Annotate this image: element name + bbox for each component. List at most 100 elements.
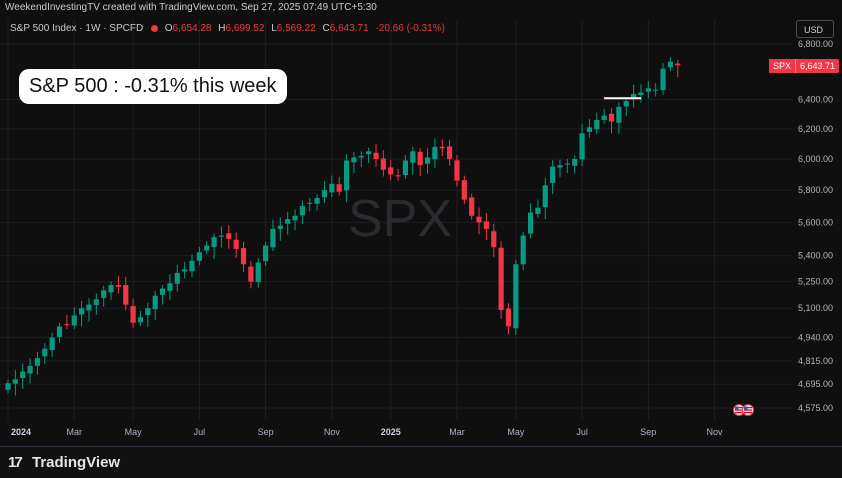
candle-body [292,215,298,221]
candle-body [336,184,342,192]
candle-body [653,89,659,91]
y-tick-label: 5,100.00 [798,303,833,313]
candle-body [505,308,512,327]
candle-body [255,262,261,283]
candle-body [123,285,129,305]
tradingview-mark-icon: 17 [8,454,23,471]
candle-body [189,260,195,272]
x-tick-label: Nov [707,427,724,437]
candle-body [483,221,489,229]
y-tick-label: 6,000.00 [798,154,833,164]
y-tick-label: 4,940.00 [798,333,833,343]
candle-body [101,290,107,298]
candle-body [182,269,188,272]
candle-body [218,235,225,237]
y-tick-label: 5,400.00 [798,251,833,261]
candle-body [424,157,431,164]
symbol-title[interactable]: S&P 500 Index · 1W · SPCFD [10,23,144,34]
candle-body [373,152,379,159]
candle-body [329,183,335,193]
candle-body [645,88,651,92]
price-tag-symbol: SPX [769,59,797,73]
y-tick-label: 6,400.00 [798,95,833,105]
candle-body [5,383,11,390]
candle-body [152,295,158,310]
candle-body [572,158,578,166]
y-tick-label: 6,200.00 [798,124,833,134]
footer-bar: 17 TradingView [0,446,842,478]
candle-body [351,157,357,163]
candle-body [240,248,247,265]
candle-body [174,272,180,284]
candle-body [49,337,55,351]
candle-body [307,202,313,204]
candle-body [108,285,114,293]
candle-body [527,212,534,234]
candlestick-chart[interactable]: SPX 4,575.00 4,695.00 4,815.00 4,940.00 5,100… [0,0,842,446]
x-tick-label: May [125,427,143,437]
x-tick-label: Jul [576,427,588,437]
candle-body [557,165,563,168]
candle-body [520,235,526,265]
candle-body [461,180,467,200]
us-flag-event-icon[interactable] [733,404,755,416]
candle-body [454,160,460,181]
candle-body [358,155,364,158]
candle-body [145,308,151,315]
candle-body [314,198,320,204]
candle-body [616,106,622,123]
x-tick-label: Sep [258,427,274,437]
candle-body [64,324,70,326]
candle-body [56,326,63,338]
y-tick-label: 5,800.00 [798,185,833,195]
candle-body [432,146,438,160]
candle-body [491,231,497,248]
change-value: -20.66 (-0.31%) [375,23,445,34]
candle-body [248,266,254,282]
candle-body [498,247,504,311]
low-value: 6,569.22 [276,23,316,34]
y-tick-label: 4,695.00 [798,379,833,389]
candle-body [410,151,416,163]
y-tick-label: 5,250.00 [798,277,833,287]
x-tick-label: Sep [640,427,656,437]
candle-body [594,119,600,130]
candle-body [638,92,644,95]
candle-body [285,219,291,224]
currency-button[interactable]: USD [796,20,834,38]
candle-body [550,166,556,184]
candle-body [395,175,401,177]
candle-body [402,160,409,176]
open-value: 6,654.28 [172,23,212,34]
y-tick-label: 4,815.00 [798,356,833,366]
candle-body [12,379,18,384]
chart-credit: WeekendInvestingTV created with TradingV… [5,2,377,13]
candle-body [137,317,144,323]
candle-body [79,308,85,315]
tradingview-logo[interactable]: 17 TradingView [8,454,120,471]
candle-body [476,216,482,223]
x-tick-label: Jul [194,427,206,437]
candle-body [586,127,593,132]
candle-body [71,315,77,326]
candle-body [660,68,666,91]
x-tick-label: May [507,427,525,437]
candle-body [93,299,99,306]
candle-body [263,245,269,262]
candle-body [535,207,541,214]
high-value: 6,699.52 [225,23,265,34]
last-price-tag: SPX 6,643.71 [769,59,840,73]
candle-body [130,306,136,323]
x-tick-label: 2025 [381,427,401,437]
candle-body [343,160,350,191]
candle-body [469,197,475,216]
candle-body [366,151,372,155]
candle-body [321,190,328,198]
candle-body [211,237,217,247]
candle-body [27,365,33,374]
candle-body [299,206,305,216]
x-tick-label: Mar [66,427,82,437]
candle-body [34,358,41,366]
candle-body [196,252,202,261]
candle-body [204,245,210,251]
